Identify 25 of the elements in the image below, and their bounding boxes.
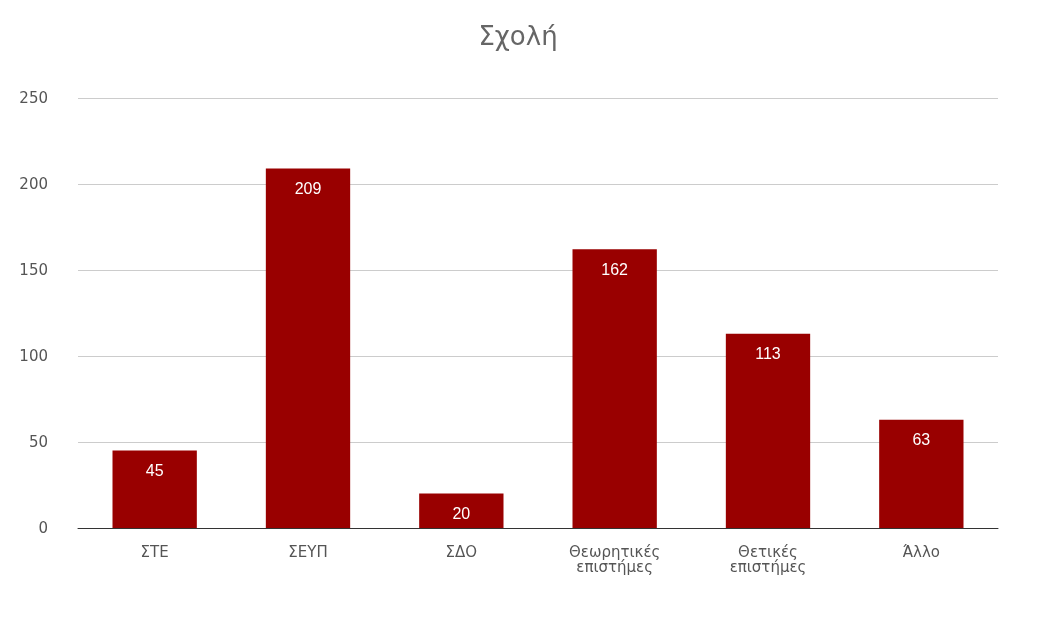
data-label: 63 bbox=[912, 431, 931, 449]
bar bbox=[419, 493, 504, 528]
data-label: 113 bbox=[755, 345, 781, 363]
y-tick-label: 250 bbox=[19, 89, 48, 107]
x-tick-label: ΣΕΥΠ bbox=[288, 542, 328, 561]
bar bbox=[879, 419, 964, 528]
x-tick-label: Θετικές επιστήμες bbox=[729, 542, 807, 576]
data-label: 45 bbox=[145, 462, 164, 480]
y-tick-label: 50 bbox=[28, 433, 48, 451]
y-tick-label: 100 bbox=[19, 347, 48, 365]
bar bbox=[725, 333, 811, 528]
x-tick-label: ΣΤΕ bbox=[140, 542, 169, 561]
y-tick-label: 150 bbox=[19, 261, 48, 279]
x-tick-label: Θεωρητικές επιστήμες bbox=[568, 542, 661, 576]
bar bbox=[112, 450, 197, 528]
x-tick-label: Άλλο bbox=[902, 542, 940, 561]
data-label: 162 bbox=[601, 260, 629, 278]
data-label: 209 bbox=[294, 180, 322, 198]
y-tick-label: 200 bbox=[19, 175, 48, 193]
data-label: 20 bbox=[452, 505, 471, 523]
x-tick-label: ΣΔΟ bbox=[445, 542, 478, 561]
bar bbox=[572, 249, 657, 528]
chart-title: Σχολή bbox=[478, 21, 558, 51]
y-tick-label: 0 bbox=[38, 519, 48, 537]
bar bbox=[265, 168, 351, 528]
